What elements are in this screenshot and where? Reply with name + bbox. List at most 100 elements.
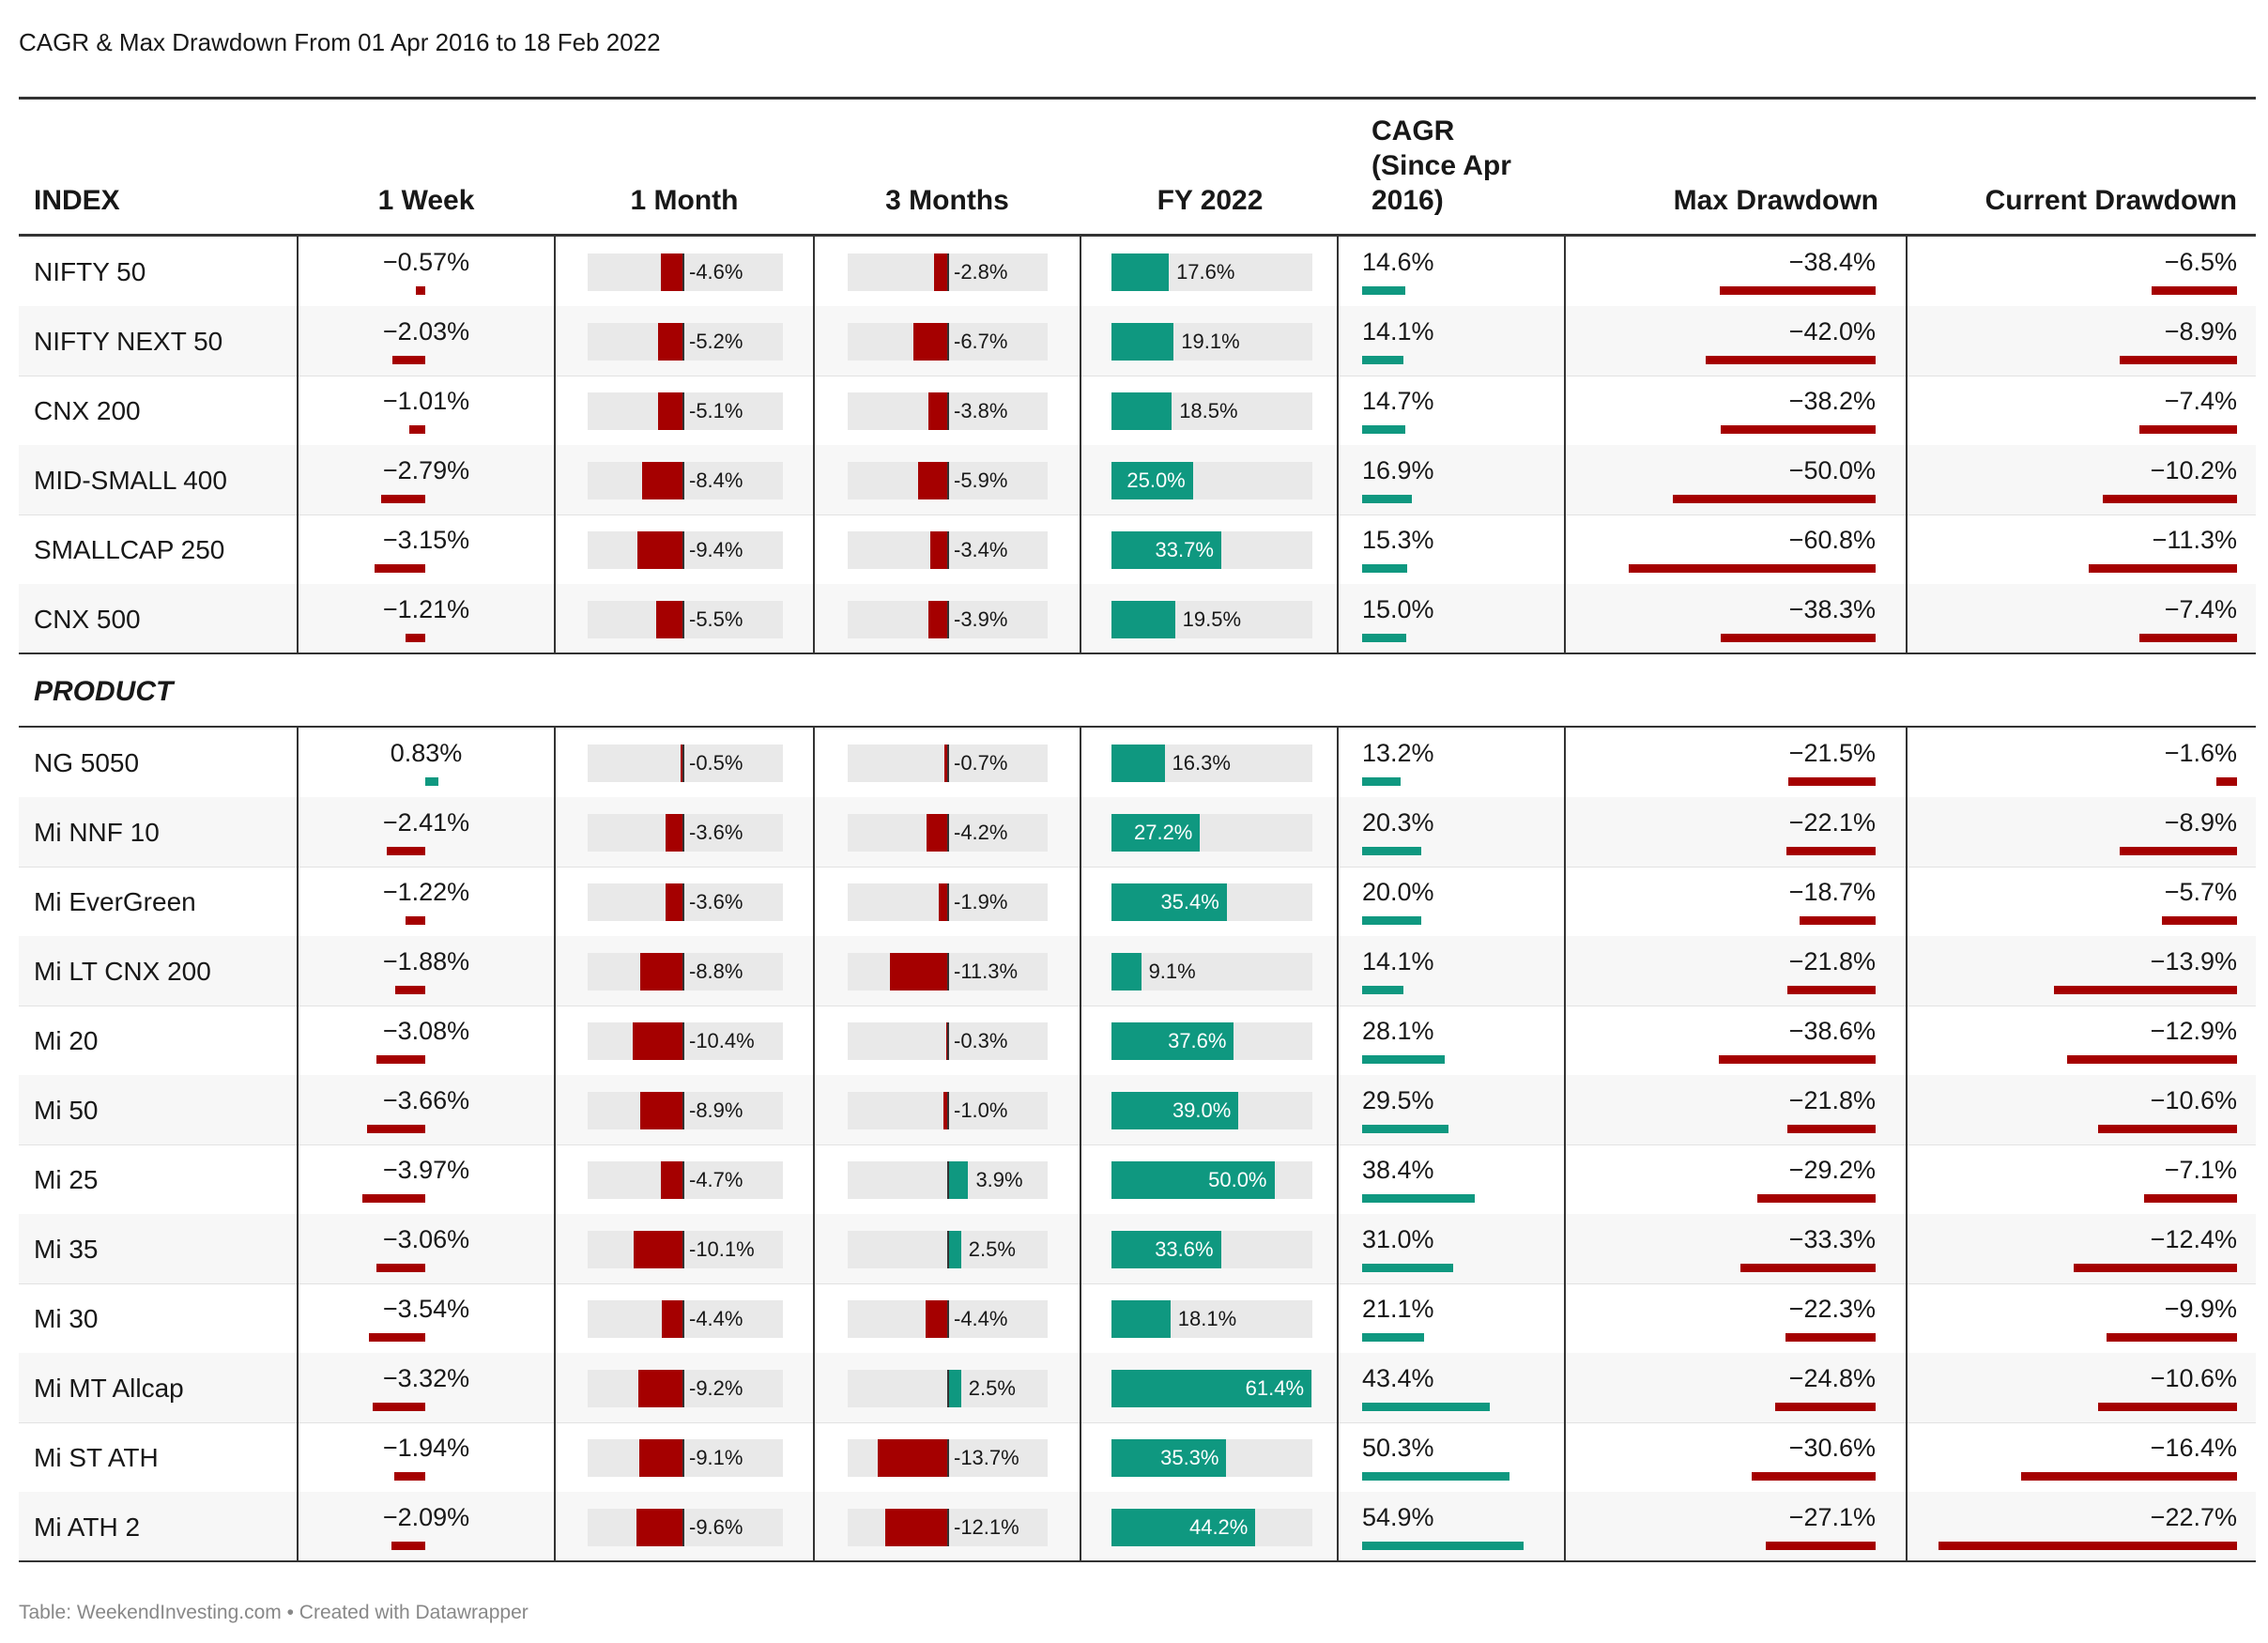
month-bar-background — [588, 1439, 783, 1477]
week-value: −3.08% — [382, 1017, 470, 1045]
cagr-value: 14.6% — [1362, 248, 1434, 276]
current-drawdown-value: −10.6% — [2150, 1086, 2237, 1114]
week-bar — [425, 777, 439, 786]
three-months-axis — [947, 1439, 949, 1477]
three-months-value: -4.4% — [954, 1307, 1008, 1330]
current-drawdown-bar — [2103, 495, 2237, 503]
max-drawdown-bar — [1788, 777, 1876, 786]
max-drawdown-value: −18.7% — [1788, 878, 1876, 906]
month-bar — [642, 462, 683, 499]
column-divider — [1337, 728, 1339, 1561]
week-bar — [406, 916, 425, 925]
fy-bar-background — [1111, 953, 1312, 990]
current-drawdown-bar — [2097, 1403, 2237, 1411]
month-bar — [666, 883, 683, 921]
header-current-drawdown: Current Drawdown — [1984, 185, 2237, 216]
month-bar-background — [588, 531, 783, 569]
max-drawdown-value: −27.1% — [1788, 1503, 1876, 1531]
column-divider — [813, 237, 815, 653]
three-months-bar — [938, 883, 948, 921]
month-value: -3.6% — [689, 821, 743, 844]
three-months-value: -13.7% — [954, 1446, 1019, 1469]
cagr-bar — [1362, 1472, 1510, 1481]
week-bar — [416, 286, 425, 295]
current-drawdown-bar — [2120, 847, 2237, 855]
fy-bar — [1111, 1231, 1221, 1268]
current-drawdown-value: −7.4% — [2164, 387, 2237, 415]
week-value: −1.22% — [382, 878, 470, 906]
column-divider — [297, 237, 299, 653]
month-axis — [682, 323, 684, 361]
fy-value: 18.5% — [1179, 399, 1238, 422]
week-value: −3.15% — [382, 526, 470, 554]
current-drawdown-value: −7.4% — [2164, 595, 2237, 623]
month-value: -5.2% — [689, 330, 743, 353]
row-name: CNX 200 — [34, 396, 141, 425]
fy-value: 18.1% — [1177, 1307, 1237, 1330]
month-axis — [682, 1231, 684, 1268]
cagr-value: 43.4% — [1362, 1364, 1434, 1392]
max-drawdown-bar — [1756, 1194, 1876, 1203]
three-months-value: -12.1% — [954, 1515, 1019, 1539]
week-value: −1.01% — [382, 387, 470, 415]
three-months-bar — [944, 745, 948, 782]
three-months-value: -3.8% — [954, 399, 1008, 422]
three-months-bar — [913, 323, 948, 361]
index-group-bottom-rule — [19, 653, 2256, 654]
week-bar — [375, 1055, 425, 1064]
column-divider — [1906, 728, 1908, 1561]
three-months-value: 2.5% — [968, 1376, 1016, 1400]
month-bar — [681, 745, 683, 782]
week-bar — [394, 1472, 425, 1481]
month-value: -5.1% — [689, 399, 743, 422]
current-drawdown-value: −8.9% — [2164, 808, 2237, 837]
cagr-bar — [1362, 1333, 1424, 1342]
month-bar — [636, 1509, 683, 1546]
footer-credit: Table: WeekendInvesting.com • Created wi… — [19, 1602, 529, 1623]
month-bar-background — [588, 462, 783, 499]
max-drawdown-bar — [1786, 986, 1876, 994]
three-months-value: -5.9% — [954, 468, 1008, 492]
cagr-bar — [1362, 1194, 1475, 1203]
three-months-axis — [947, 1370, 949, 1407]
max-drawdown-value: −29.2% — [1788, 1156, 1876, 1184]
current-drawdown-value: −10.2% — [2150, 456, 2237, 484]
month-bar — [661, 253, 683, 291]
max-drawdown-value: −22.1% — [1788, 808, 1876, 837]
current-drawdown-bar — [2120, 356, 2237, 364]
header-max-drawdown: Max Drawdown — [1673, 185, 1878, 216]
month-bar-background — [588, 1022, 783, 1060]
month-bar — [634, 1231, 683, 1268]
max-drawdown-value: −38.4% — [1788, 248, 1876, 276]
current-drawdown-value: −6.5% — [2164, 248, 2237, 276]
month-value: -10.4% — [689, 1029, 755, 1052]
product-group-top-rule — [19, 726, 2256, 728]
row-name: NG 5050 — [34, 748, 140, 777]
row-name: CNX 500 — [34, 605, 141, 634]
header-cagr-line-1: CAGR — [1372, 115, 1455, 146]
fy-value: 39.0% — [1172, 1098, 1232, 1122]
fy-bar — [1111, 1092, 1239, 1129]
month-value: -9.4% — [689, 538, 743, 561]
month-bar-background — [588, 601, 783, 638]
current-drawdown-value: −12.9% — [2150, 1017, 2237, 1045]
column-divider — [1080, 728, 1081, 1561]
current-drawdown-value: −11.3% — [2152, 526, 2237, 554]
header-cagr-line-2: (Since Apr — [1372, 150, 1511, 181]
cagr-value: 21.1% — [1362, 1295, 1434, 1323]
three-months-bar — [877, 1439, 948, 1477]
month-axis — [682, 392, 684, 430]
fy-bar — [1111, 1370, 1312, 1407]
week-value: −1.94% — [382, 1434, 470, 1462]
current-drawdown-value: −1.6% — [2164, 739, 2237, 767]
current-drawdown-bar — [2152, 286, 2237, 295]
three-months-bar — [926, 814, 948, 852]
fy-bar — [1111, 745, 1165, 782]
current-drawdown-bar — [2139, 425, 2237, 434]
cagr-bar — [1362, 634, 1406, 642]
week-value: −2.79% — [382, 456, 470, 484]
three-months-bar — [928, 392, 948, 430]
row-name: Mi NNF 10 — [34, 818, 160, 847]
three-months-value: 3.9% — [975, 1168, 1023, 1191]
three-months-bar — [917, 462, 948, 499]
